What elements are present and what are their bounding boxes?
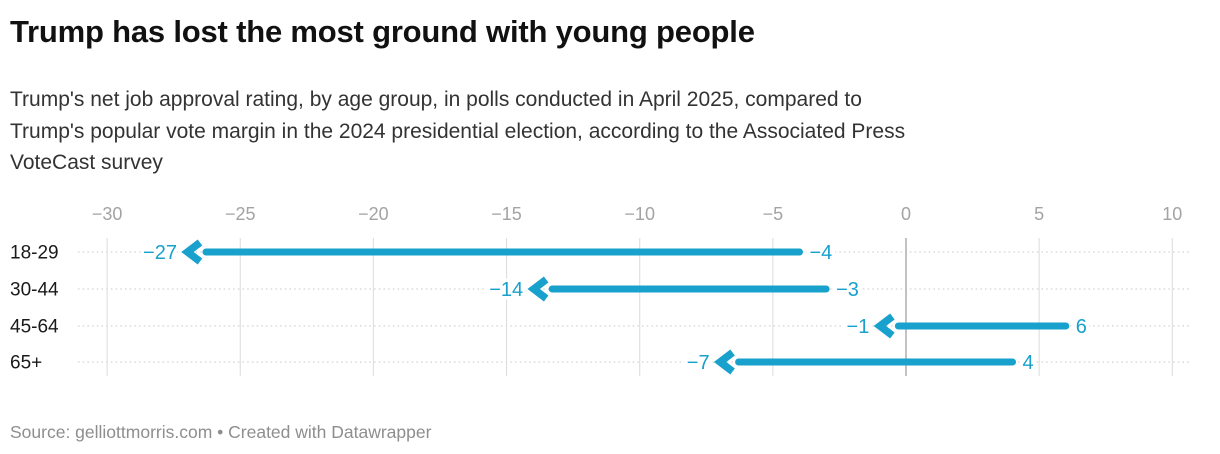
description-line-3: VoteCast survey [10, 151, 163, 174]
value-label-tip: −27 [143, 242, 177, 264]
arrow-head [527, 276, 549, 302]
chart-description: Trump's net job approval rating, by age … [10, 84, 905, 179]
axis-tick-label: 10 [1162, 204, 1182, 224]
description-line-2: Trump's popular vote margin in the 2024 … [10, 119, 906, 143]
axis-tick-label: −25 [225, 204, 256, 224]
chart-title: Trump has lost the most ground with youn… [10, 14, 755, 49]
axis-tick-label: −5 [763, 204, 784, 224]
row-label: 30-44 [10, 280, 59, 301]
value-label-start: 4 [1023, 352, 1034, 374]
value-label-tip: −14 [489, 279, 523, 301]
description-line-1: Trump's net job approval rating, by age … [10, 88, 862, 111]
arrow-head [181, 239, 203, 265]
value-label-start: 6 [1076, 316, 1087, 338]
row-label: 45-64 [10, 317, 59, 338]
arrow-head [713, 349, 735, 375]
axis-tick-label: −20 [358, 204, 389, 224]
value-label-start: −3 [836, 279, 859, 301]
axis-tick-label: −15 [491, 204, 522, 224]
axis-tick-label: −10 [624, 204, 655, 224]
row-label: 18-29 [10, 243, 59, 264]
arrow-head [873, 313, 895, 339]
axis-tick-label: 5 [1034, 204, 1044, 224]
value-label-tip: −1 [847, 316, 870, 338]
source-line: Source: gelliottmorris.com • Created wit… [10, 422, 432, 442]
arrow-chart: −30 −25 −20 −15 −10 −5 0 5 10 18-29 30-44 45-64 65+ −… [10, 204, 1190, 378]
value-label-tip: −7 [687, 352, 710, 374]
axis-tick-label: −30 [92, 204, 123, 224]
row-label: 65+ [10, 353, 42, 374]
axis-tick-label: 0 [901, 204, 911, 224]
value-label-start: −4 [809, 242, 832, 264]
